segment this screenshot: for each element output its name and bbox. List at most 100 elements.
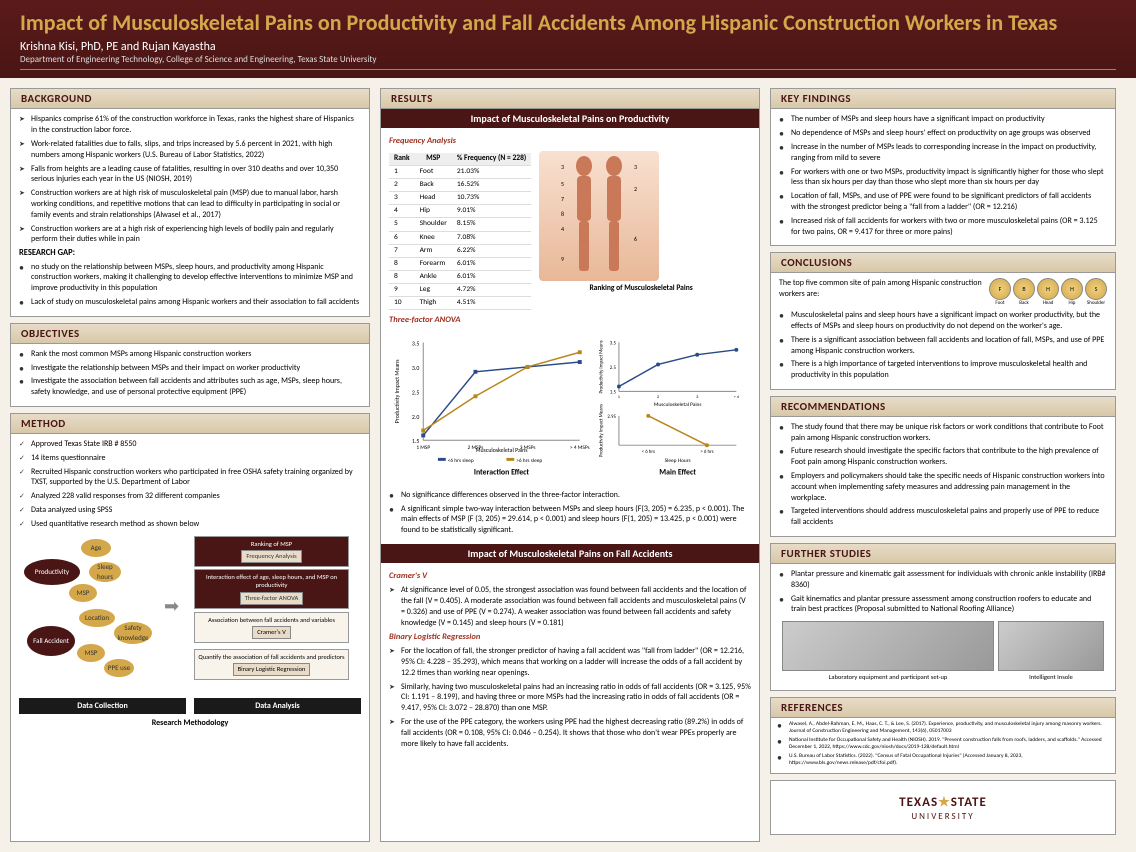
objectives-section: OBJECTIVES Rank the most common MSPs amo… <box>10 323 370 407</box>
svg-text:9: 9 <box>561 255 564 263</box>
svg-text:> 4: > 4 <box>734 395 740 400</box>
method-list: Approved Texas State IRB # 855014 items … <box>19 439 361 530</box>
section-heading: RECOMMENDATIONS <box>771 397 1115 417</box>
svg-text:3: 3 <box>696 395 699 400</box>
further-studies-section: FURTHER STUDIES Plantar pressure and kin… <box>770 543 1116 691</box>
svg-text:3.5: 3.5 <box>412 339 419 347</box>
list-item: Increased risk of fall accidents for wor… <box>779 216 1107 238</box>
box-title: Ranking of MSP <box>198 540 345 549</box>
list-item: National Institute for Occupational Safe… <box>777 737 1109 750</box>
blr-bullets: For the location of fall, the stronger p… <box>389 646 751 749</box>
svg-text:5: 5 <box>561 180 564 188</box>
logo-text: TEXAS <box>899 795 938 810</box>
svg-text:2.5: 2.5 <box>610 365 617 371</box>
list-item: Alwasel, A., Abdel-Rahman, E. M., Haas, … <box>777 721 1109 734</box>
blr-heading: Binary Logistic Regression <box>389 632 751 643</box>
list-item: Recruited Hispanic construction workers … <box>19 467 361 489</box>
list-item: Similarly, having two musculoskeletal pa… <box>389 682 751 714</box>
method-caption: Research Methodology <box>19 718 361 729</box>
method-diagram: Productivity Age Sleep hours MSP Fall Ac… <box>19 534 361 694</box>
references-list: Alwasel, A., Abdel-Rahman, E. M., Haas, … <box>777 721 1109 767</box>
fall-oval: Fall Accident <box>27 626 75 656</box>
list-item: The number of MSPs and sleep hours have … <box>779 114 1107 125</box>
list-item: No dependence of MSPs and sleep hours' e… <box>779 128 1107 139</box>
pain-icon: F <box>989 278 1011 300</box>
list-item: Investigate the relationship between MSP… <box>19 363 361 374</box>
list-item: Analyzed 228 valid responses from 32 dif… <box>19 491 361 502</box>
logo-text: STATE <box>951 795 987 810</box>
method-section: METHOD Approved Texas State IRB # 855014… <box>10 413 370 842</box>
list-item: Targeted interventions should address mu… <box>779 506 1107 528</box>
svg-text:7: 7 <box>561 195 564 203</box>
msp-oval: MSP <box>69 584 97 602</box>
list-item: Increase in the number of MSPs leads to … <box>779 142 1107 164</box>
anova-bullets: No significance differences observed in … <box>389 490 751 536</box>
svg-text:6: 6 <box>634 235 637 243</box>
pain-icon: B <box>1013 278 1035 300</box>
list-item: There is a significant association betwe… <box>779 335 1107 357</box>
anova-heading: Three-factor ANOVA <box>389 315 751 326</box>
age-oval: Age <box>81 539 111 557</box>
pain-icon: H <box>1061 278 1083 300</box>
location-oval: Location <box>79 609 115 627</box>
list-item: Rank the most common MSPs among Hispanic… <box>19 349 361 360</box>
svg-text:3: 3 <box>634 163 637 171</box>
references-section: REFERENCES Alwasel, A., Abdel-Rahman, E.… <box>770 697 1116 774</box>
svg-text:Sleep Hours: Sleep Hours <box>665 458 691 464</box>
svg-text:3.0: 3.0 <box>412 364 419 372</box>
research-gap-heading: RESEARCH GAP: <box>19 248 361 259</box>
svg-text:2.95: 2.95 <box>607 414 616 420</box>
cramer-heading: Cramer's V <box>389 571 751 582</box>
star-icon: ★ <box>938 795 951 810</box>
svg-text:8: 8 <box>561 210 564 218</box>
conclusions-list: Musculoskeletal pains and sleep hours ha… <box>779 310 1107 381</box>
svg-text:2.0: 2.0 <box>412 413 419 421</box>
list-item: Falls from heights are a leading cause o… <box>19 164 361 186</box>
results-subheading: Impact of Musculoskeletal Pains on Produ… <box>381 109 759 128</box>
list-item: Work-related fatalities due to falls, sl… <box>19 139 361 161</box>
box-label: Frequency Analysis <box>241 550 301 563</box>
svg-text:Main Effect: Main Effect <box>659 467 696 477</box>
recommendations-section: RECOMMENDATIONS The study found that the… <box>770 396 1116 537</box>
list-item: No significance differences observed in … <box>389 490 751 501</box>
section-heading: METHOD <box>11 414 369 434</box>
list-item: Investigate the association between fall… <box>19 376 361 398</box>
section-heading: REFERENCES <box>771 698 1115 718</box>
svg-text:2: 2 <box>657 395 660 400</box>
svg-text:> 4 MSPs: > 4 MSPs <box>570 445 590 451</box>
list-item: Lack of study on musculoskeletal pains a… <box>19 297 361 308</box>
svg-text:Musculoskeletal Pains: Musculoskeletal Pains <box>475 446 528 454</box>
svg-text:1.5: 1.5 <box>610 389 617 395</box>
msp2-oval: MSP <box>77 644 105 662</box>
sleep-oval: Sleep hours <box>89 562 121 582</box>
list-item: Musculoskeletal pains and sleep hours ha… <box>779 310 1107 332</box>
section-heading: BACKGROUND <box>11 89 369 109</box>
body-diagram-icon: 357 849 326 <box>539 151 659 281</box>
pain-icon: S <box>1085 278 1107 300</box>
list-item: Construction workers are at a high risk … <box>19 224 361 246</box>
list-item: Future research should investigate the s… <box>779 446 1107 468</box>
cramer-bullets: At significance level of 0.05, the stron… <box>389 585 751 628</box>
findings-section: KEY FINDINGS The number of MSPs and slee… <box>770 88 1116 246</box>
list-item: no study on the relationship between MSP… <box>19 262 361 294</box>
section-heading: FURTHER STUDIES <box>771 544 1115 564</box>
insole-photo <box>998 621 1104 671</box>
poster-title: Impact of Musculoskeletal Pains on Produ… <box>20 10 1116 36</box>
conclusions-intro: The top five common site of pain among H… <box>779 278 989 300</box>
list-item: Construction workers are at high risk of… <box>19 188 361 220</box>
pain-icon: H <box>1037 278 1059 300</box>
section-heading: KEY FINDINGS <box>771 89 1115 109</box>
list-item: Data analyzed using SPSS <box>19 505 361 516</box>
list-item: A significant simple two-way interaction… <box>389 504 751 536</box>
data-analysis-label: Data Analysis <box>194 698 361 715</box>
data-collection-label: Data Collection <box>19 698 186 715</box>
arrow-icon: ➡ <box>164 594 179 618</box>
svg-text:Productivity Impact Means: Productivity Impact Means <box>598 340 604 393</box>
list-item: Plantar pressure and kinematic gait asse… <box>779 569 1107 591</box>
list-item: Approved Texas State IRB # 8550 <box>19 439 361 450</box>
list-item: Gait kinematics and plantar pressure ass… <box>779 594 1107 616</box>
svg-text:Musculoskeletal Pains: Musculoskeletal Pains <box>654 402 702 408</box>
section-heading: RESULTS <box>381 89 759 109</box>
svg-text:4: 4 <box>561 225 564 233</box>
box-title: Association between fall accidents and v… <box>198 616 345 625</box>
